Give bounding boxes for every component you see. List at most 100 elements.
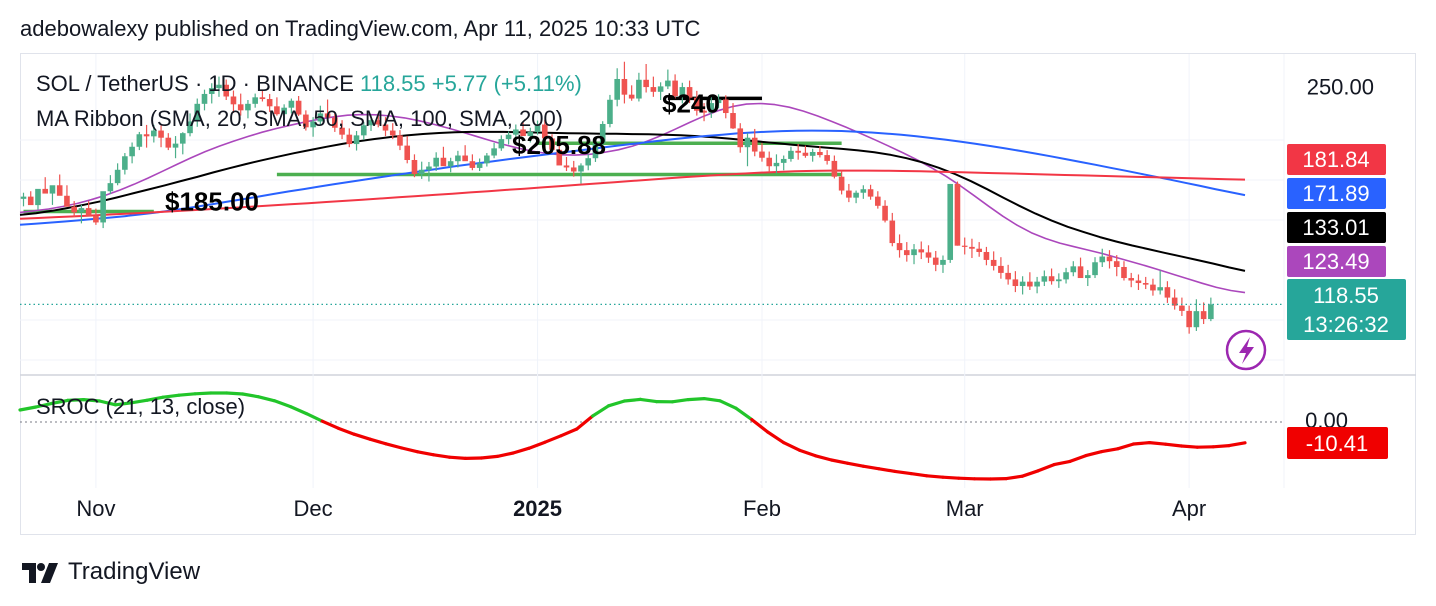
candle-body	[1113, 261, 1120, 267]
sroc-segment	[447, 455, 468, 460]
candle	[592, 139, 599, 162]
candle-body	[1157, 287, 1163, 291]
candle-body	[1019, 281, 1026, 287]
sroc-segment	[193, 391, 213, 396]
candle-body	[324, 113, 331, 118]
sroc-segment	[734, 406, 754, 422]
candle	[266, 93, 273, 112]
candle	[1135, 274, 1142, 290]
sroc-pane	[18, 391, 1247, 481]
last-price-tag-bg	[1287, 279, 1406, 340]
candle-body	[42, 188, 49, 194]
candle	[983, 246, 990, 266]
candle	[187, 113, 193, 137]
ma-line-sma50	[19, 130, 1246, 272]
brand[interactable]: TradingView	[20, 558, 200, 586]
price-tag-bg	[1287, 212, 1386, 243]
candle-body	[375, 120, 382, 125]
candle-body	[759, 151, 765, 158]
candle-body	[766, 157, 773, 167]
sroc-segment	[97, 399, 118, 407]
candle-body	[585, 158, 592, 166]
candle-body	[715, 99, 722, 104]
candle-body	[541, 124, 548, 139]
candle-body	[628, 94, 635, 99]
candle	[346, 128, 353, 148]
sroc-segment	[559, 427, 579, 438]
sroc-legend[interactable]: SROC (21, 13, close)	[36, 394, 246, 419]
candle-body	[201, 93, 208, 104]
candle-body	[1027, 281, 1033, 287]
candle-body	[607, 99, 613, 124]
candle	[751, 128, 758, 157]
candle	[1171, 289, 1178, 310]
candle-body	[317, 113, 324, 122]
candle-body	[49, 185, 56, 194]
candle	[556, 143, 563, 166]
alert-icon[interactable]	[1225, 329, 1267, 371]
sroc-segment	[257, 395, 277, 403]
ma-ribbon	[19, 102, 1246, 294]
candle-body	[158, 130, 164, 138]
candle	[1012, 271, 1019, 293]
candle	[1128, 272, 1135, 288]
candle-body	[708, 103, 715, 113]
candle	[1077, 257, 1084, 279]
ma-ribbon-legend[interactable]: MA Ribbon (SMA, 20, SMA, 50, SMA, 100, S…	[36, 106, 564, 131]
candle	[303, 110, 309, 131]
candle-body	[498, 139, 505, 149]
candle-body	[570, 167, 577, 172]
candle	[809, 148, 816, 162]
symbol-legend[interactable]: SOL / TetherUS · 1D · BINANCE 118.55 +5.…	[36, 71, 582, 97]
sroc-segment	[129, 398, 149, 405]
candle	[679, 82, 686, 104]
sroc-segment	[1020, 469, 1040, 478]
candle	[295, 95, 302, 116]
candle	[969, 238, 975, 259]
candle	[585, 154, 592, 171]
candle	[990, 251, 997, 271]
candle-body	[151, 130, 157, 137]
candle	[324, 99, 331, 118]
candle-body	[621, 78, 628, 95]
candle-body	[896, 243, 903, 251]
candle-body	[143, 134, 150, 137]
candle	[715, 94, 722, 109]
candles[interactable]	[20, 61, 1284, 334]
candle	[1150, 278, 1156, 296]
sroc-segment	[241, 392, 261, 399]
candle	[607, 94, 613, 128]
sroc-segment	[1052, 459, 1072, 467]
candle	[42, 177, 49, 194]
candle-body	[397, 135, 403, 146]
candle	[418, 161, 425, 179]
candle-body	[295, 100, 302, 115]
sroc-segment	[81, 398, 102, 403]
candle	[136, 131, 143, 151]
candle	[455, 150, 461, 168]
brand-name: TradingView	[68, 558, 201, 585]
candle	[1179, 297, 1185, 316]
price-tag-bg	[1287, 178, 1386, 209]
ma-line-sma200	[19, 169, 1246, 220]
candle-body	[346, 134, 353, 145]
candle	[447, 157, 454, 173]
sroc-segment	[1163, 442, 1184, 448]
candle-body	[1179, 305, 1185, 311]
candle	[563, 157, 570, 172]
candle-body	[27, 196, 34, 206]
tradingview-logo-icon	[22, 563, 58, 583]
x-tick-label-dec: Dec	[294, 496, 333, 521]
candle	[896, 234, 903, 258]
sroc-segment	[1227, 441, 1247, 448]
sroc-segment	[702, 397, 722, 403]
candle	[527, 127, 534, 143]
x-tick-label-feb: Feb	[743, 496, 781, 521]
candle	[114, 163, 121, 186]
candle	[151, 124, 157, 143]
candle-body	[56, 185, 63, 196]
sroc-segment	[288, 405, 308, 416]
sroc-segment	[1036, 463, 1056, 473]
